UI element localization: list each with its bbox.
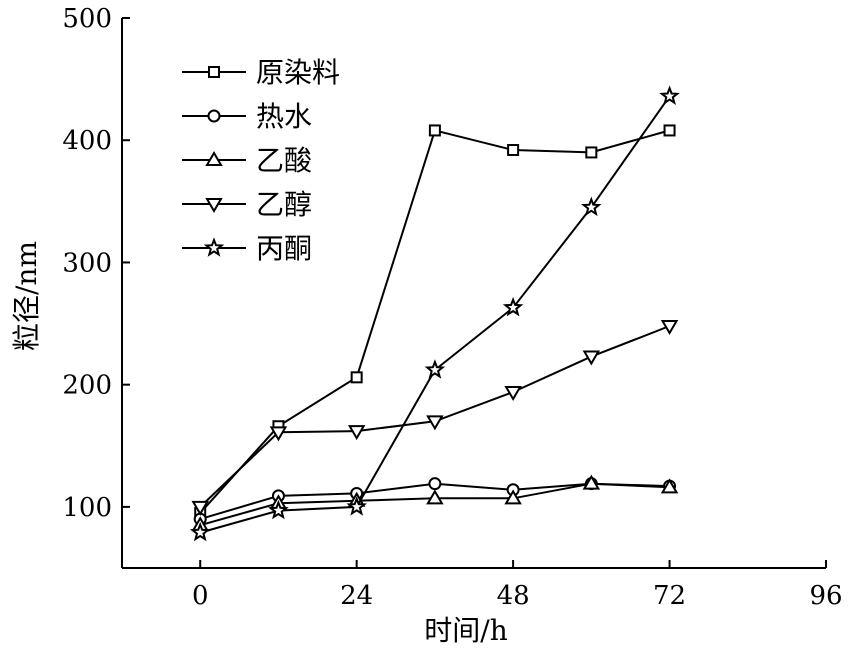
legend-item-1: 原染料 <box>182 56 340 89</box>
series-3-point-3 <box>426 489 444 505</box>
legend-marker-4 <box>205 198 223 213</box>
series-1-point-3 <box>428 124 441 137</box>
legend-item-4: 乙醇 <box>182 188 312 221</box>
series-4-point-3 <box>426 415 444 431</box>
axes: 0 24 48 72 96 100 200 300 400 500 <box>62 4 842 611</box>
series-layer <box>189 85 680 542</box>
series-4-point-5 <box>582 350 601 366</box>
x-tick-label-96: 96 <box>809 581 842 611</box>
series-4-point-1 <box>269 426 288 442</box>
series-5-point-6 <box>659 85 680 106</box>
series-4 <box>191 320 679 516</box>
series-4-point-4 <box>504 386 522 401</box>
series-3-point-4 <box>504 489 522 505</box>
x-tick-label-24: 24 <box>340 581 373 611</box>
x-tick-label-72: 72 <box>653 581 686 611</box>
series-1-point-6 <box>663 124 676 137</box>
x-tick-label-0: 0 <box>192 581 209 611</box>
series-1-point-5 <box>585 146 598 159</box>
legend-item-3: 乙酸 <box>182 144 312 177</box>
series-3-point-5 <box>582 474 601 490</box>
legend-label-3: 乙酸 <box>256 144 312 177</box>
y-tick-label-300: 300 <box>62 248 112 278</box>
series-5-point-1 <box>268 499 289 520</box>
series-3-point-6 <box>660 478 679 494</box>
series-5-point-2 <box>346 496 367 516</box>
series-1-point-2 <box>350 371 363 384</box>
legend-marker-2 <box>207 109 221 123</box>
legend-marker-5 <box>203 237 225 257</box>
legend-label-2: 热水 <box>256 100 312 133</box>
series-1-point-4 <box>507 144 520 156</box>
series-1 <box>194 124 676 519</box>
y-tick-label-400: 400 <box>62 126 112 156</box>
series-5-point-0 <box>189 521 211 542</box>
legend-item-2: 热水 <box>182 100 312 133</box>
y-tick-label-200: 200 <box>62 371 112 401</box>
series-2-point-3 <box>428 477 442 491</box>
legend-marker-1 <box>208 66 220 78</box>
legend-label-1: 原染料 <box>256 56 340 89</box>
series-5-point-4 <box>502 296 524 317</box>
y-tick-label-500: 500 <box>62 4 112 34</box>
x-tick-label-48: 48 <box>497 581 530 611</box>
series-4-point-6 <box>660 320 679 335</box>
series-5-point-5 <box>581 196 602 217</box>
series-5-point-3 <box>424 359 446 379</box>
legend-item-5: 丙酮 <box>182 232 312 265</box>
y-axis-label: 粒径/nm <box>10 241 43 351</box>
legend-label-5: 丙酮 <box>256 232 312 265</box>
series-4-point-0 <box>191 500 209 516</box>
legend-marker-3 <box>205 151 223 166</box>
series-5 <box>189 85 680 542</box>
y-tick-label-100: 100 <box>62 493 112 523</box>
x-axis-label: 时间/h <box>424 614 507 647</box>
legend-label-4: 乙醇 <box>256 188 312 221</box>
series-4-point-2 <box>347 425 366 441</box>
